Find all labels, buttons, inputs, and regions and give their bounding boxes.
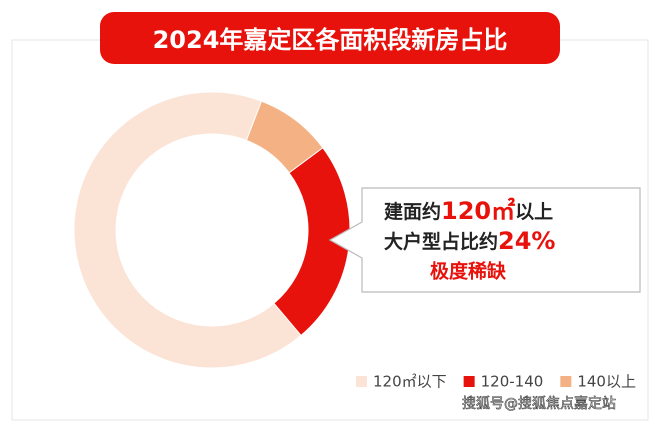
legend-swatch <box>560 376 572 387</box>
chart-title: 2024年嘉定区各面积段新房占比 <box>153 26 508 54</box>
callout-highlight: 120㎡ <box>441 197 515 225</box>
donut-slice <box>245 100 324 174</box>
callout-text: 大户型占比约 <box>384 230 498 253</box>
legend-label: 120-140 <box>481 373 544 391</box>
legend-label: 120㎡以下 <box>373 373 447 391</box>
callout-line: 大户型占比约24% <box>384 227 555 255</box>
callout-line: 极度稀缺 <box>430 260 507 283</box>
title-banner <box>100 12 560 64</box>
callout-box <box>328 187 641 293</box>
watermark: 搜狐号@搜狐焦点嘉定站 <box>462 396 616 412</box>
callout-text: 以上 <box>515 201 553 223</box>
donut-slice <box>73 91 302 369</box>
legend-swatch <box>463 376 475 387</box>
callout-text: 建面约 <box>384 200 441 223</box>
legend-swatch <box>356 376 367 387</box>
legend-label: 140以上 <box>577 373 636 391</box>
callout-line: 建面约120㎡以上 <box>384 197 553 225</box>
callout-highlight: 24% <box>498 227 555 255</box>
